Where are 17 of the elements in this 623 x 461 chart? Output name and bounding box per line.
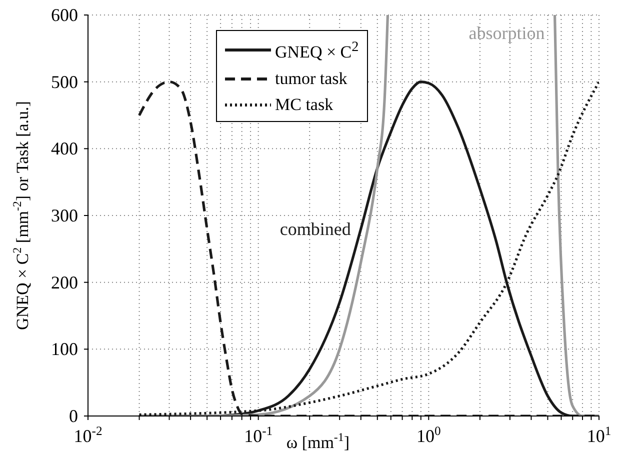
y-tick-label: 300: [51, 206, 78, 226]
x-tick-label: 10$^{-2}$: [74, 424, 102, 446]
y-tick-label: 500: [51, 72, 78, 92]
legend-label: tumor task: [275, 68, 348, 90]
y-tick-label: 600: [51, 5, 78, 25]
legend-label: MC task: [275, 94, 334, 116]
series-label: combined: [280, 218, 351, 239]
y-tick-label: 0: [69, 406, 78, 426]
y-tick-label: 200: [51, 272, 78, 292]
y-tick-label: 100: [51, 339, 78, 360]
x-tick-label: 10$^{0}$: [416, 424, 441, 446]
x-tick-label: 10$^{-1}$: [244, 424, 273, 446]
y-tick-label: 400: [51, 138, 78, 159]
legend-title: GNEQ × C$^{2}$: [275, 39, 359, 62]
series-label: absorption: [468, 23, 545, 43]
x-tick-label: 10$^{1}$: [586, 424, 612, 446]
x-axis-title: ω [mm$^{-1}$]: [286, 430, 350, 452]
